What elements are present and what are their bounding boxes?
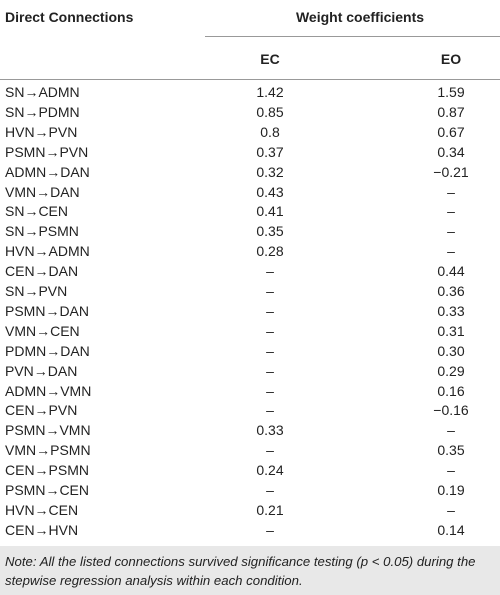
value-cell: 0.32 <box>256 163 284 180</box>
value-cell: 0.30 <box>437 342 465 359</box>
value-cell: 0.87 <box>437 103 465 120</box>
value-cell: 0.21 <box>256 501 284 518</box>
value-cell: 0.43 <box>256 183 284 200</box>
value-cell: 0.37 <box>256 143 284 160</box>
value-cell: 0.33 <box>437 302 465 319</box>
value-cell: 0.29 <box>437 362 465 379</box>
value-cell: 0.36 <box>437 283 465 299</box>
value-cell: −0.21 <box>433 163 469 180</box>
connection-cell: CEN→PSMN <box>5 462 90 479</box>
connection-cell: VMN→CEN <box>5 322 80 339</box>
value-cell: – <box>266 322 274 339</box>
value-cell: 0.19 <box>437 482 465 498</box>
value-cell: 0.35 <box>256 223 284 240</box>
value-cell: 0.14 <box>437 521 465 538</box>
value-cell: – <box>447 422 455 439</box>
column-header: EC <box>260 51 280 67</box>
value-cell: – <box>266 302 274 319</box>
value-cell: – <box>447 501 455 518</box>
connection-cell: SN→CEN <box>5 203 69 220</box>
value-cell: 0.44 <box>437 263 465 280</box>
value-cell: 0.85 <box>256 103 284 120</box>
group-header: Weight coefficients <box>295 9 425 25</box>
note-box: Note: All the listed connections survive… <box>0 546 500 595</box>
connection-cell: PSMN→CEN <box>5 482 90 498</box>
value-cell: 0.34 <box>437 143 465 160</box>
connection-cell: HVN→ADMN <box>5 243 90 260</box>
connection-cell: HVN→CEN <box>5 501 79 518</box>
column-header: EO <box>440 51 462 67</box>
connection-cell: VMN→PSMN <box>5 442 91 459</box>
value-cell: 1.59 <box>437 84 465 100</box>
value-cell: – <box>447 243 455 260</box>
value-cell: – <box>266 442 274 459</box>
connection-cell: PDMN→DAN <box>5 342 90 359</box>
connection-cell: HVN→PVN <box>5 123 78 140</box>
value-cell: – <box>266 342 274 359</box>
connection-cell: ADMN→VMN <box>5 382 92 399</box>
value-cell: 0.31 <box>437 322 465 339</box>
value-cell: −0.16 <box>433 402 469 419</box>
value-cell: – <box>266 362 274 379</box>
value-cell: – <box>447 462 455 479</box>
value-cell: 0.33 <box>256 422 284 439</box>
value-cell: 0.67 <box>437 123 465 140</box>
connection-cell: VMN→DAN <box>5 183 80 200</box>
connection-cell: SN→PVN <box>5 283 68 299</box>
value-cell: 1.42 <box>256 84 284 100</box>
value-cell: – <box>447 203 455 220</box>
value-cell: – <box>266 263 274 280</box>
value-cell: – <box>266 382 274 399</box>
connection-cell: PVN→DAN <box>5 362 78 379</box>
note: Note: All the listed connections survive… <box>5 554 476 588</box>
value-cell: 0.41 <box>256 203 284 220</box>
value-cell: – <box>266 402 274 419</box>
value-cell: 0.35 <box>437 442 465 459</box>
value-cell: – <box>447 183 455 200</box>
value-cell: 0.8 <box>260 123 280 140</box>
value-cell: 0.16 <box>437 382 465 399</box>
connection-cell: CEN→DAN <box>5 263 79 280</box>
header-rule <box>205 36 500 37</box>
value-cell: – <box>266 482 274 498</box>
connection-cell: PSMN→PVN <box>5 143 89 160</box>
header-rule <box>0 79 500 80</box>
connection-cell: ADMN→DAN <box>5 163 90 180</box>
value-cell: – <box>266 521 274 538</box>
connection-cell: CEN→HVN <box>5 521 79 538</box>
connection-cell: PSMN→VMN <box>5 422 91 439</box>
connection-cell: PSMN→DAN <box>5 302 90 319</box>
connection-cell: SN→PSMN <box>5 223 79 240</box>
value-cell: – <box>447 223 455 240</box>
value-cell: 0.24 <box>256 462 284 479</box>
connection-cell: SN→ADMN <box>5 84 80 100</box>
connection-cell: CEN→PVN <box>5 402 78 419</box>
connection-cell: SN→PDMN <box>5 103 80 120</box>
value-cell: – <box>266 283 274 299</box>
column-header: Direct Connections <box>5 9 134 25</box>
value-cell: 0.28 <box>256 243 284 260</box>
